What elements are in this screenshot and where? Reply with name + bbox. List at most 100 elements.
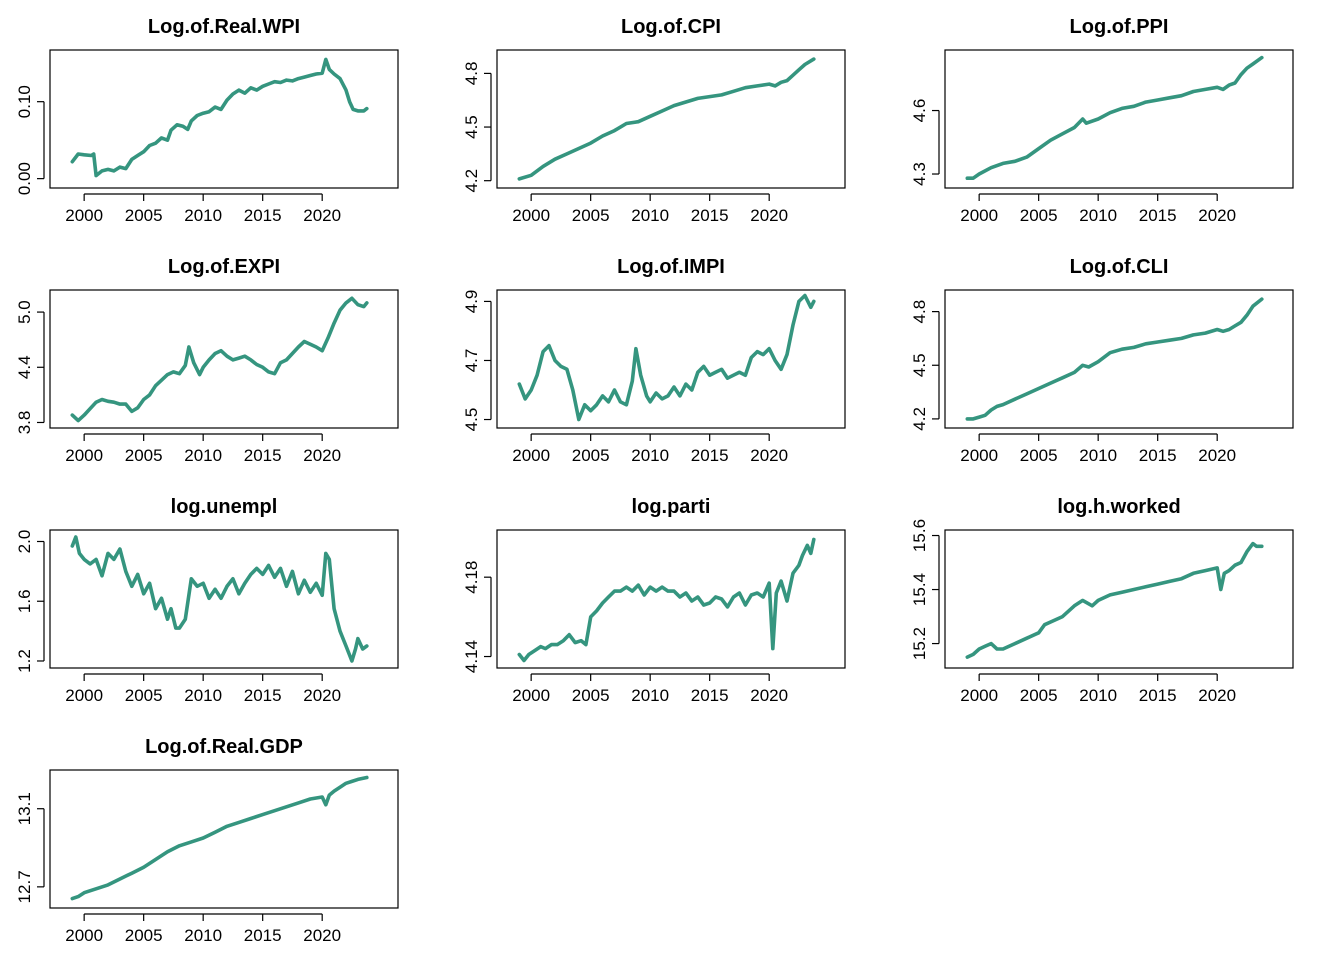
x-tick-label: 2000	[65, 686, 103, 705]
y-tick-label: 15.2	[910, 627, 929, 660]
series-line	[70, 57, 369, 178]
y-tick-label: 1.6	[15, 589, 34, 613]
x-tick-label: 2005	[125, 686, 163, 705]
x-tick-label: 2005	[1020, 206, 1058, 225]
panel-title: Log.of.Real.WPI	[148, 16, 300, 38]
x-tick-label: 2010	[184, 926, 222, 945]
y-tick-label: 15.4	[910, 573, 929, 606]
x-tick-label: 2015	[1139, 686, 1177, 705]
x-tick-label: 2015	[691, 446, 729, 465]
y-tick-label: 4.5	[462, 115, 481, 139]
x-tick-label: 2010	[1079, 686, 1117, 705]
plot-box	[49, 49, 399, 189]
series-line	[70, 535, 369, 663]
x-tick-label: 2015	[244, 926, 282, 945]
plot-box	[49, 529, 399, 669]
x-tick-label: 2010	[1079, 206, 1117, 225]
series-line	[965, 541, 1264, 659]
series-line	[517, 293, 816, 422]
x-tick-label: 2000	[512, 686, 550, 705]
x-tick-label: 2005	[125, 926, 163, 945]
chart-panel: Log.of.EXPI 2000 2005 2010 2015 2020 3.8 4.4 5.0	[15, 256, 399, 465]
plot-box	[944, 289, 1294, 429]
x-tick-label: 2010	[184, 446, 222, 465]
plot-box	[496, 529, 846, 669]
x-tick-label: 2015	[244, 446, 282, 465]
x-tick-label: 2005	[572, 686, 610, 705]
series-line	[70, 296, 369, 423]
chart-panel: Log.of.Real.WPI 2000 2005 2010 2015 2020 0.00 0…	[15, 16, 399, 225]
x-tick-label: 2020	[303, 686, 341, 705]
x-tick-label: 2005	[572, 206, 610, 225]
panel-title: log.parti	[632, 496, 711, 518]
y-tick-label: 0.10	[15, 85, 34, 118]
chart-panel: Log.of.CPI 2000 2005 2010 2015 2020 4.2 4.5 4.8	[462, 16, 846, 225]
y-tick-label: 1.2	[15, 649, 34, 673]
chart-panel: log.parti 2000 2005 2010 2015 2020 4.14 4.18	[462, 496, 846, 705]
panel-title: Log.of.PPI	[1070, 16, 1169, 38]
y-tick-label: 4.8	[462, 62, 481, 86]
y-tick-label: 4.5	[910, 353, 929, 377]
y-tick-label: 15.6	[910, 519, 929, 552]
series-line	[965, 55, 1264, 180]
y-tick-label: 4.3	[910, 162, 929, 186]
y-tick-label: 4.9	[462, 290, 481, 314]
x-tick-label: 2000	[65, 926, 103, 945]
x-tick-label: 2015	[1139, 446, 1177, 465]
x-tick-label: 2010	[631, 686, 669, 705]
y-tick-label: 4.5	[462, 408, 481, 432]
y-tick-label: 4.6	[910, 99, 929, 123]
plot-box	[944, 529, 1294, 669]
x-tick-label: 2020	[303, 926, 341, 945]
x-tick-label: 2020	[303, 446, 341, 465]
chart-panel: Log.of.CLI 2000 2005 2010 2015 2020 4.2 4.5 4.8	[910, 256, 1294, 465]
x-tick-label: 2000	[512, 206, 550, 225]
y-tick-label: 4.7	[462, 349, 481, 373]
x-tick-label: 2015	[244, 206, 282, 225]
plot-box	[496, 49, 846, 189]
series-line	[517, 537, 816, 663]
y-tick-label: 13.1	[15, 792, 34, 825]
y-tick-label: 0.00	[15, 162, 34, 195]
x-tick-label: 2000	[960, 446, 998, 465]
x-tick-label: 2010	[631, 446, 669, 465]
x-tick-label: 2000	[65, 446, 103, 465]
x-tick-label: 2005	[1020, 446, 1058, 465]
x-tick-label: 2010	[631, 206, 669, 225]
y-tick-label: 4.2	[462, 169, 481, 193]
panel-title: log.h.worked	[1057, 496, 1180, 518]
panel-title: log.unempl	[171, 496, 278, 518]
x-tick-label: 2000	[512, 446, 550, 465]
x-tick-label: 2010	[1079, 446, 1117, 465]
x-tick-label: 2000	[960, 686, 998, 705]
x-tick-label: 2010	[184, 206, 222, 225]
plot-box	[49, 289, 399, 429]
series-line	[70, 775, 369, 901]
x-tick-label: 2020	[750, 446, 788, 465]
chart-panel: Log.of.IMPI 2000 2005 2010 2015 2020 4.5 4.7 4.9	[462, 256, 846, 465]
panel-title: Log.of.CPI	[621, 16, 721, 38]
series-line	[965, 297, 1264, 421]
x-tick-label: 2005	[1020, 686, 1058, 705]
x-tick-label: 2020	[1198, 686, 1236, 705]
x-tick-label: 2000	[960, 206, 998, 225]
y-tick-label: 3.8	[15, 411, 34, 435]
x-tick-label: 2010	[184, 686, 222, 705]
panel-title: Log.of.EXPI	[168, 256, 280, 278]
series-line	[517, 57, 816, 181]
y-tick-label: 12.7	[15, 870, 34, 903]
y-tick-label: 4.18	[462, 561, 481, 594]
chart-panel: log.h.worked 2000 2005 2010 2015 2020 15.2 15.4…	[910, 496, 1294, 705]
chart-panel: Log.of.PPI 2000 2005 2010 2015 2020 4.3 4.6	[910, 16, 1294, 225]
plot-box	[944, 49, 1294, 189]
y-tick-label: 2.0	[15, 530, 34, 554]
chart-panel: log.unempl 2000 2005 2010 2015 2020 1.2 1.6 2.0	[15, 496, 399, 705]
x-tick-label: 2020	[750, 686, 788, 705]
y-tick-label: 4.4	[15, 355, 34, 379]
x-tick-label: 2020	[1198, 446, 1236, 465]
y-tick-label: 4.2	[910, 407, 929, 431]
plot-box	[496, 289, 846, 429]
panel-title: Log.of.Real.GDP	[145, 736, 303, 758]
x-tick-label: 2005	[125, 446, 163, 465]
